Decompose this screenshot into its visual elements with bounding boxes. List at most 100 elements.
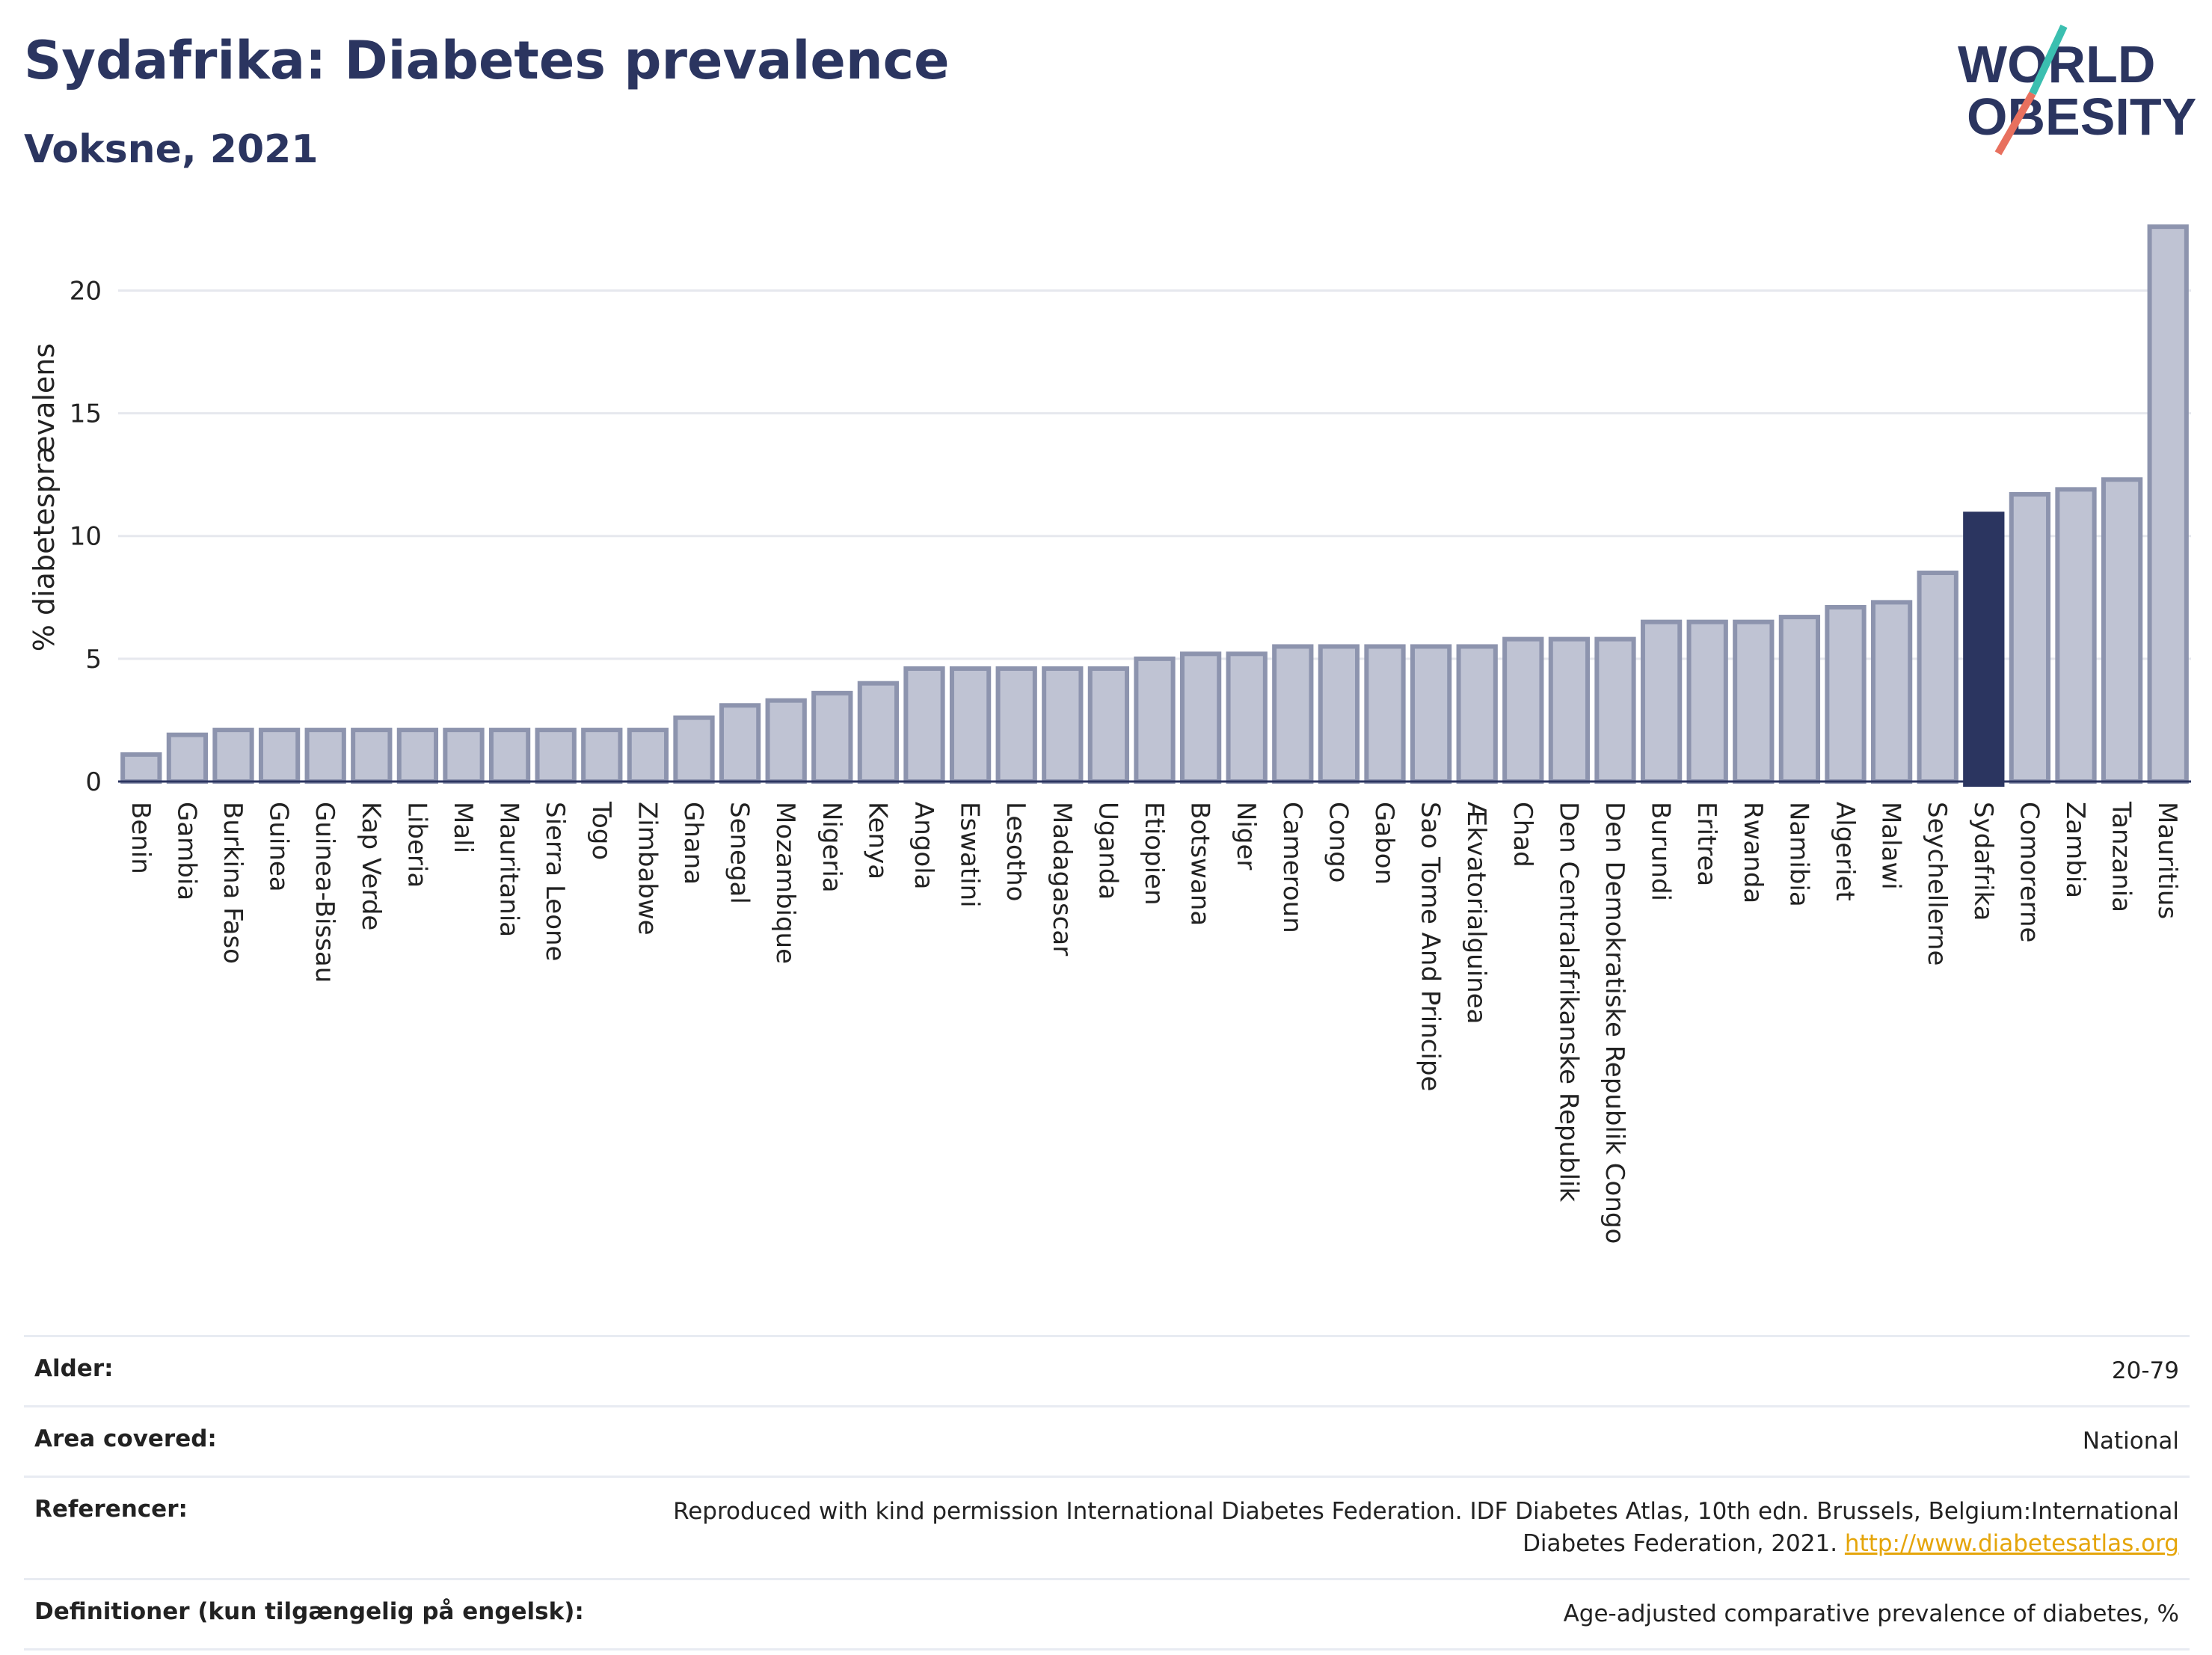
reference-link[interactable]: http://www.diabetesatlas.org xyxy=(1844,1530,2179,1557)
info-value: National xyxy=(2083,1425,2179,1458)
x-tick-label: Etiopien xyxy=(1139,802,1169,906)
bar-burundi xyxy=(1640,619,1683,784)
info-key: Area covered: xyxy=(34,1425,217,1452)
y-tick-label: 5 xyxy=(85,645,102,675)
bar-den-centralafrikanske-republik xyxy=(1548,636,1591,784)
info-value-text: 20-79 xyxy=(2111,1357,2179,1384)
x-tick-label: Niger xyxy=(1231,802,1261,870)
bar-gabon xyxy=(1364,644,1406,784)
x-tick-label: Sao Tome And Principe xyxy=(1416,802,1446,1091)
bar-burkina-faso xyxy=(212,728,254,784)
x-tick-label: Namibia xyxy=(1784,802,1813,907)
bar-eritrea xyxy=(1686,619,1728,784)
x-tick-label: Zambia xyxy=(2060,802,2090,898)
info-row: Referencer: Reproduced with kind permissi… xyxy=(24,1476,2190,1578)
bar-uganda xyxy=(1087,666,1130,784)
x-tick-label: Cameroun xyxy=(1277,802,1307,933)
bar-namibia xyxy=(1778,615,1821,784)
x-tick-label: Malawi xyxy=(1876,802,1906,890)
info-row: Alder: 20-79 xyxy=(24,1335,2190,1405)
category-labels: Benin Gambia Burkina Faso Guinea Guinea-Biss… xyxy=(126,801,2182,1244)
x-tick-label: Rwanda xyxy=(1738,802,1768,903)
x-tick-label: Madagascar xyxy=(1047,802,1077,956)
x-tick-label: Benin xyxy=(126,802,156,874)
x-tick-label: Eswatini xyxy=(955,802,985,908)
x-tick-label: Comorerne xyxy=(2014,802,2044,942)
info-row: Definitioner (kun tilgængelig på engelsk… xyxy=(24,1578,2190,1651)
y-tick-label: 0 xyxy=(85,767,102,797)
bar-sao-tome-and-principe xyxy=(1410,644,1452,784)
bar-guinea-bissau xyxy=(304,728,346,784)
bar-benin xyxy=(120,752,162,784)
bar-guinea xyxy=(258,728,301,784)
x-tick-label: Togo xyxy=(586,801,616,860)
x-tick-label: Kap Verde xyxy=(356,802,386,930)
x-tick-label: Eritrea xyxy=(1692,802,1721,886)
x-tick-label: Burundi xyxy=(1646,802,1676,901)
bar-kap-verde xyxy=(351,728,393,784)
x-tick-label: Zimbabwe xyxy=(632,802,662,936)
bar-den-demokratiske-republik-congo xyxy=(1594,636,1636,784)
bar-eswatini xyxy=(949,666,992,784)
x-tick-label: Mauritania xyxy=(494,802,524,937)
bar-liberia xyxy=(396,728,439,784)
info-key: Referencer: xyxy=(34,1496,188,1523)
bar-chart: 0 5 10 15 20 Benin Gambia Burkina Faso Guinea Gu… xyxy=(28,224,2191,1244)
x-tick-label: Ghana xyxy=(678,802,708,885)
bar-zambia xyxy=(2055,487,2097,784)
bar-mali xyxy=(443,728,485,784)
x-tick-label: Den Centralafrikanske Republik xyxy=(1553,802,1583,1202)
logo-slash-top xyxy=(2029,24,2068,96)
bar-malawi xyxy=(1870,600,1913,784)
chart-title: Sydafrika: Diabetes prevalence xyxy=(24,30,950,91)
info-table: Alder: 20-79 Area covered: National Referenc… xyxy=(24,1335,2190,1651)
bar-ækvatorialguinea xyxy=(1456,644,1498,784)
x-tick-label: Ækvatorialguinea xyxy=(1461,802,1491,1024)
y-tick-label: 20 xyxy=(70,276,102,306)
x-tick-label: Uganda xyxy=(1093,802,1122,900)
x-tick-label: Angola xyxy=(909,802,938,889)
y-axis-label: % diabetesprævalens xyxy=(28,343,61,651)
bar-comorerne xyxy=(2009,491,2051,784)
x-tick-label: Sydafrika xyxy=(1968,802,1998,921)
bar-mauritius xyxy=(2147,224,2189,784)
x-tick-label: Congo xyxy=(1323,802,1353,882)
bar-chad xyxy=(1502,636,1544,784)
world-obesity-logo: WORLD OBESITY xyxy=(1958,24,2196,156)
bar-mauritania xyxy=(488,728,531,784)
bar-lesotho xyxy=(995,666,1037,784)
info-value: Reproduced with kind permission Internat… xyxy=(646,1496,2179,1560)
x-tick-label: Senegal xyxy=(725,802,755,904)
x-tick-label: Guinea-Bissau xyxy=(310,802,340,983)
bar-sydafrika xyxy=(1963,512,2005,787)
bar-sierra-leone xyxy=(535,728,577,784)
x-tick-label: Burkina Faso xyxy=(218,802,248,964)
bar-tanzania xyxy=(2101,477,2143,784)
x-tick-label: Mozambique xyxy=(770,802,800,964)
x-tick-label: Botswana xyxy=(1185,802,1215,926)
bar-madagascar xyxy=(1042,666,1084,784)
x-tick-label: Guinea xyxy=(264,802,294,892)
info-value-text: National xyxy=(2082,1428,2179,1455)
bar-senegal xyxy=(719,703,761,784)
bar-kenya xyxy=(857,681,900,784)
x-tick-label: Mauritius xyxy=(2152,802,2182,919)
x-tick-label: Nigeria xyxy=(817,802,847,893)
info-value: Age-adjusted comparative prevalence of d… xyxy=(1564,1598,2179,1630)
x-tick-label: Gambia xyxy=(171,802,201,900)
bar-niger xyxy=(1226,651,1268,784)
bar-togo xyxy=(581,728,623,784)
x-tick-label: Algeriet xyxy=(1830,802,1860,901)
bar-mozambique xyxy=(765,698,807,784)
info-value-text: Age-adjusted comparative prevalence of d… xyxy=(1563,1600,2179,1627)
x-tick-label: Chad xyxy=(1508,802,1537,868)
info-key: Alder: xyxy=(34,1355,114,1382)
bar-nigeria xyxy=(811,690,853,784)
bar-algeriet xyxy=(1825,604,1867,784)
bar-ghana xyxy=(673,715,715,784)
y-tick-label: 10 xyxy=(70,522,102,552)
bar-zimbabwe xyxy=(627,728,669,784)
info-value-text: Reproduced with kind permission Internat… xyxy=(673,1498,2179,1557)
info-row: Area covered: National xyxy=(24,1405,2190,1476)
bar-gambia xyxy=(166,732,209,784)
